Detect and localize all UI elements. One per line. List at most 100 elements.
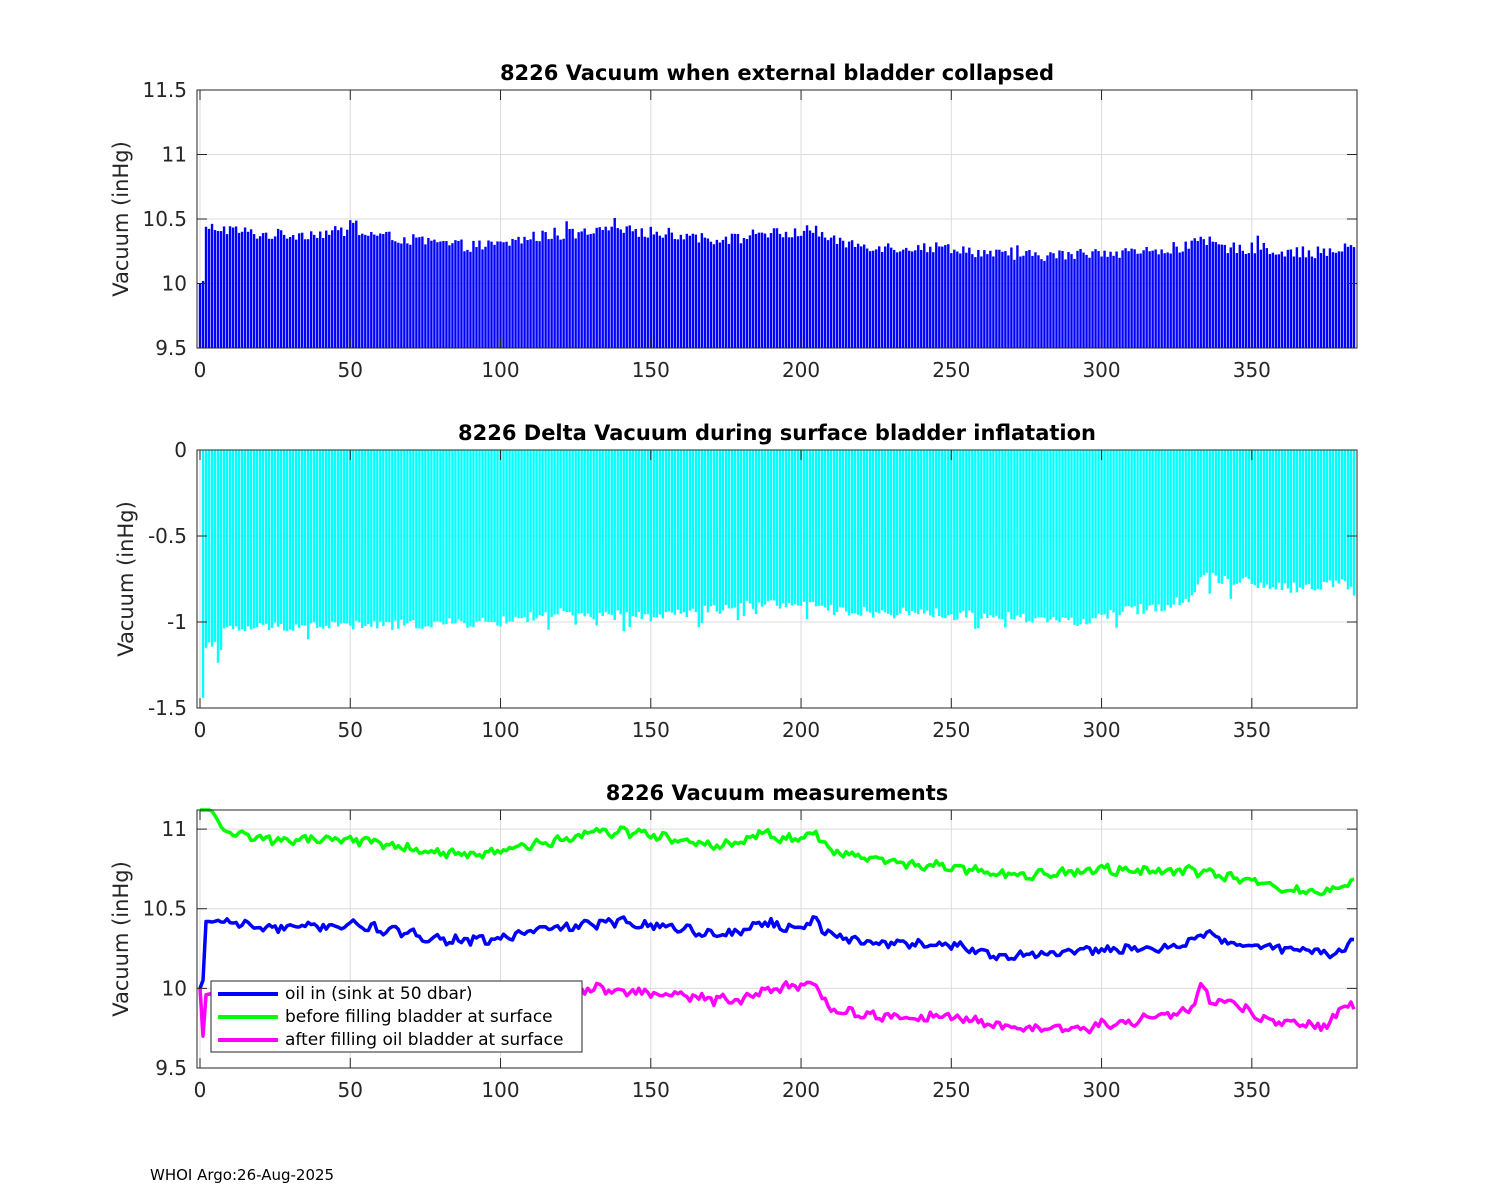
bar xyxy=(1178,252,1181,348)
bar xyxy=(1274,450,1278,590)
bar xyxy=(889,247,893,348)
bar xyxy=(859,450,863,616)
bar xyxy=(352,450,355,630)
bar xyxy=(1118,450,1121,616)
bar xyxy=(1130,450,1133,608)
bar xyxy=(517,236,520,348)
bar xyxy=(751,229,755,348)
bar xyxy=(442,450,445,625)
bar xyxy=(415,237,418,348)
bar xyxy=(808,450,812,603)
bar xyxy=(1058,250,1061,348)
bar xyxy=(1100,450,1103,615)
bar xyxy=(1343,243,1347,348)
bar xyxy=(1256,450,1260,589)
bar xyxy=(1313,450,1317,591)
bar xyxy=(219,450,223,651)
bar xyxy=(1148,251,1151,348)
bar xyxy=(487,450,490,622)
bar xyxy=(1043,260,1046,348)
bar xyxy=(445,450,448,625)
bar xyxy=(243,227,247,348)
bar xyxy=(343,236,346,348)
bar xyxy=(1082,450,1085,620)
bar xyxy=(1064,259,1067,348)
bar xyxy=(1088,257,1091,348)
bar xyxy=(935,242,938,348)
bar xyxy=(391,450,394,630)
bar xyxy=(911,251,914,348)
x-tick-label: 200 xyxy=(782,1078,820,1102)
bar xyxy=(505,450,508,624)
bar xyxy=(950,450,953,615)
bar xyxy=(980,256,983,348)
bar xyxy=(1091,450,1094,619)
x-tick-label: 150 xyxy=(632,358,670,382)
bar xyxy=(1268,254,1272,348)
bar xyxy=(929,450,932,616)
legend-label-after-filling: after filling oil bladder at surface xyxy=(285,1030,563,1050)
bar xyxy=(541,450,544,616)
bar xyxy=(535,450,538,619)
bar xyxy=(1199,450,1202,578)
bar xyxy=(448,245,451,348)
bar xyxy=(267,238,271,348)
bar xyxy=(288,237,292,348)
bar xyxy=(1328,450,1332,581)
bar xyxy=(1121,250,1124,348)
bar xyxy=(971,254,974,348)
bar xyxy=(724,450,728,606)
bar xyxy=(1298,257,1302,348)
bar xyxy=(319,231,322,348)
chart-title: 8226 Vacuum when external bladder collap… xyxy=(500,61,1054,85)
bar xyxy=(547,239,550,348)
bar xyxy=(213,450,217,642)
bar xyxy=(484,450,487,622)
bar xyxy=(574,450,577,625)
bar xyxy=(688,235,692,348)
bar xyxy=(213,230,217,348)
bar xyxy=(475,450,478,622)
bar xyxy=(619,229,622,348)
bar xyxy=(1286,249,1290,348)
bar xyxy=(430,450,433,628)
bar xyxy=(1076,450,1079,626)
bar xyxy=(264,232,268,348)
bar xyxy=(1325,450,1329,583)
bar xyxy=(850,240,854,348)
bar xyxy=(1238,244,1241,348)
bar xyxy=(1283,256,1287,348)
bar xyxy=(941,246,944,348)
bar xyxy=(1187,248,1190,348)
y-axis-label: Vacuum (inHg) xyxy=(109,141,133,297)
bar xyxy=(532,450,535,621)
bar xyxy=(995,249,998,348)
x-tick-label: 250 xyxy=(932,358,970,382)
bar xyxy=(216,450,220,663)
bar xyxy=(300,232,304,348)
bar xyxy=(322,238,325,348)
bar xyxy=(781,237,785,348)
bar xyxy=(409,450,412,622)
bar xyxy=(640,450,643,619)
bar xyxy=(568,450,571,613)
bar xyxy=(649,226,652,348)
bar xyxy=(1046,450,1049,623)
bar xyxy=(730,450,734,609)
bar xyxy=(1061,250,1064,348)
bar xyxy=(1307,450,1311,585)
bar xyxy=(1265,248,1269,348)
bar xyxy=(409,244,412,348)
bar xyxy=(739,243,743,348)
bar xyxy=(412,234,415,348)
bar xyxy=(589,234,592,348)
bar xyxy=(331,450,334,622)
bar xyxy=(826,240,830,348)
bar xyxy=(1178,450,1181,606)
bar xyxy=(998,249,1001,348)
bar xyxy=(652,450,655,618)
bar xyxy=(388,450,391,623)
bar xyxy=(508,245,511,348)
bar xyxy=(670,450,674,613)
bar xyxy=(313,450,316,623)
